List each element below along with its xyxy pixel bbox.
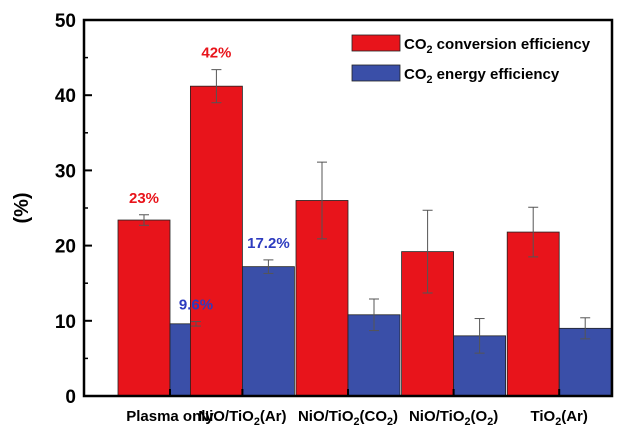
legend-label: CO2 conversion efficiency [404,36,591,56]
y-tick-label: 10 [55,312,76,333]
y-tick-label: 0 [65,387,76,408]
x-tick-label: TiO2(Ar) [530,408,587,427]
legend-label: CO2 energy efficiency [404,66,560,86]
error-bars-layer [139,69,591,354]
bar-conversion [189,85,243,397]
legend: CO2 conversion efficiency CO2 energy effi… [351,34,591,86]
y-axis: 0 10 20 30 40 50 [55,11,92,408]
data-label: 17.2% [247,235,290,252]
bar-energy [241,266,295,397]
x-tick-label: NiO/TiO2(Ar) [198,408,286,427]
x-tick-label: NiO/TiO2(O2) [409,408,498,427]
bar-conversion [117,219,171,397]
y-tick-label: 30 [55,161,76,182]
y-tick-label: 50 [55,11,76,32]
legend-swatch [351,64,401,82]
legend-swatch [351,34,401,52]
bar-conversion [506,231,560,397]
x-tick-label: NiO/TiO2(CO2) [298,408,398,427]
y-tick-label: 40 [55,86,76,107]
y-axis-title: (%) [11,192,33,223]
data-label: 23% [129,190,159,207]
data-label: 42% [201,45,231,62]
bars-layer [117,85,612,397]
y-tick-label: 20 [55,237,76,258]
x-tick-label: Plasma only [126,408,214,425]
data-labels-layer: 23% 9.6% 42% 17.2% [129,45,290,314]
data-label: 9.6% [179,297,213,314]
